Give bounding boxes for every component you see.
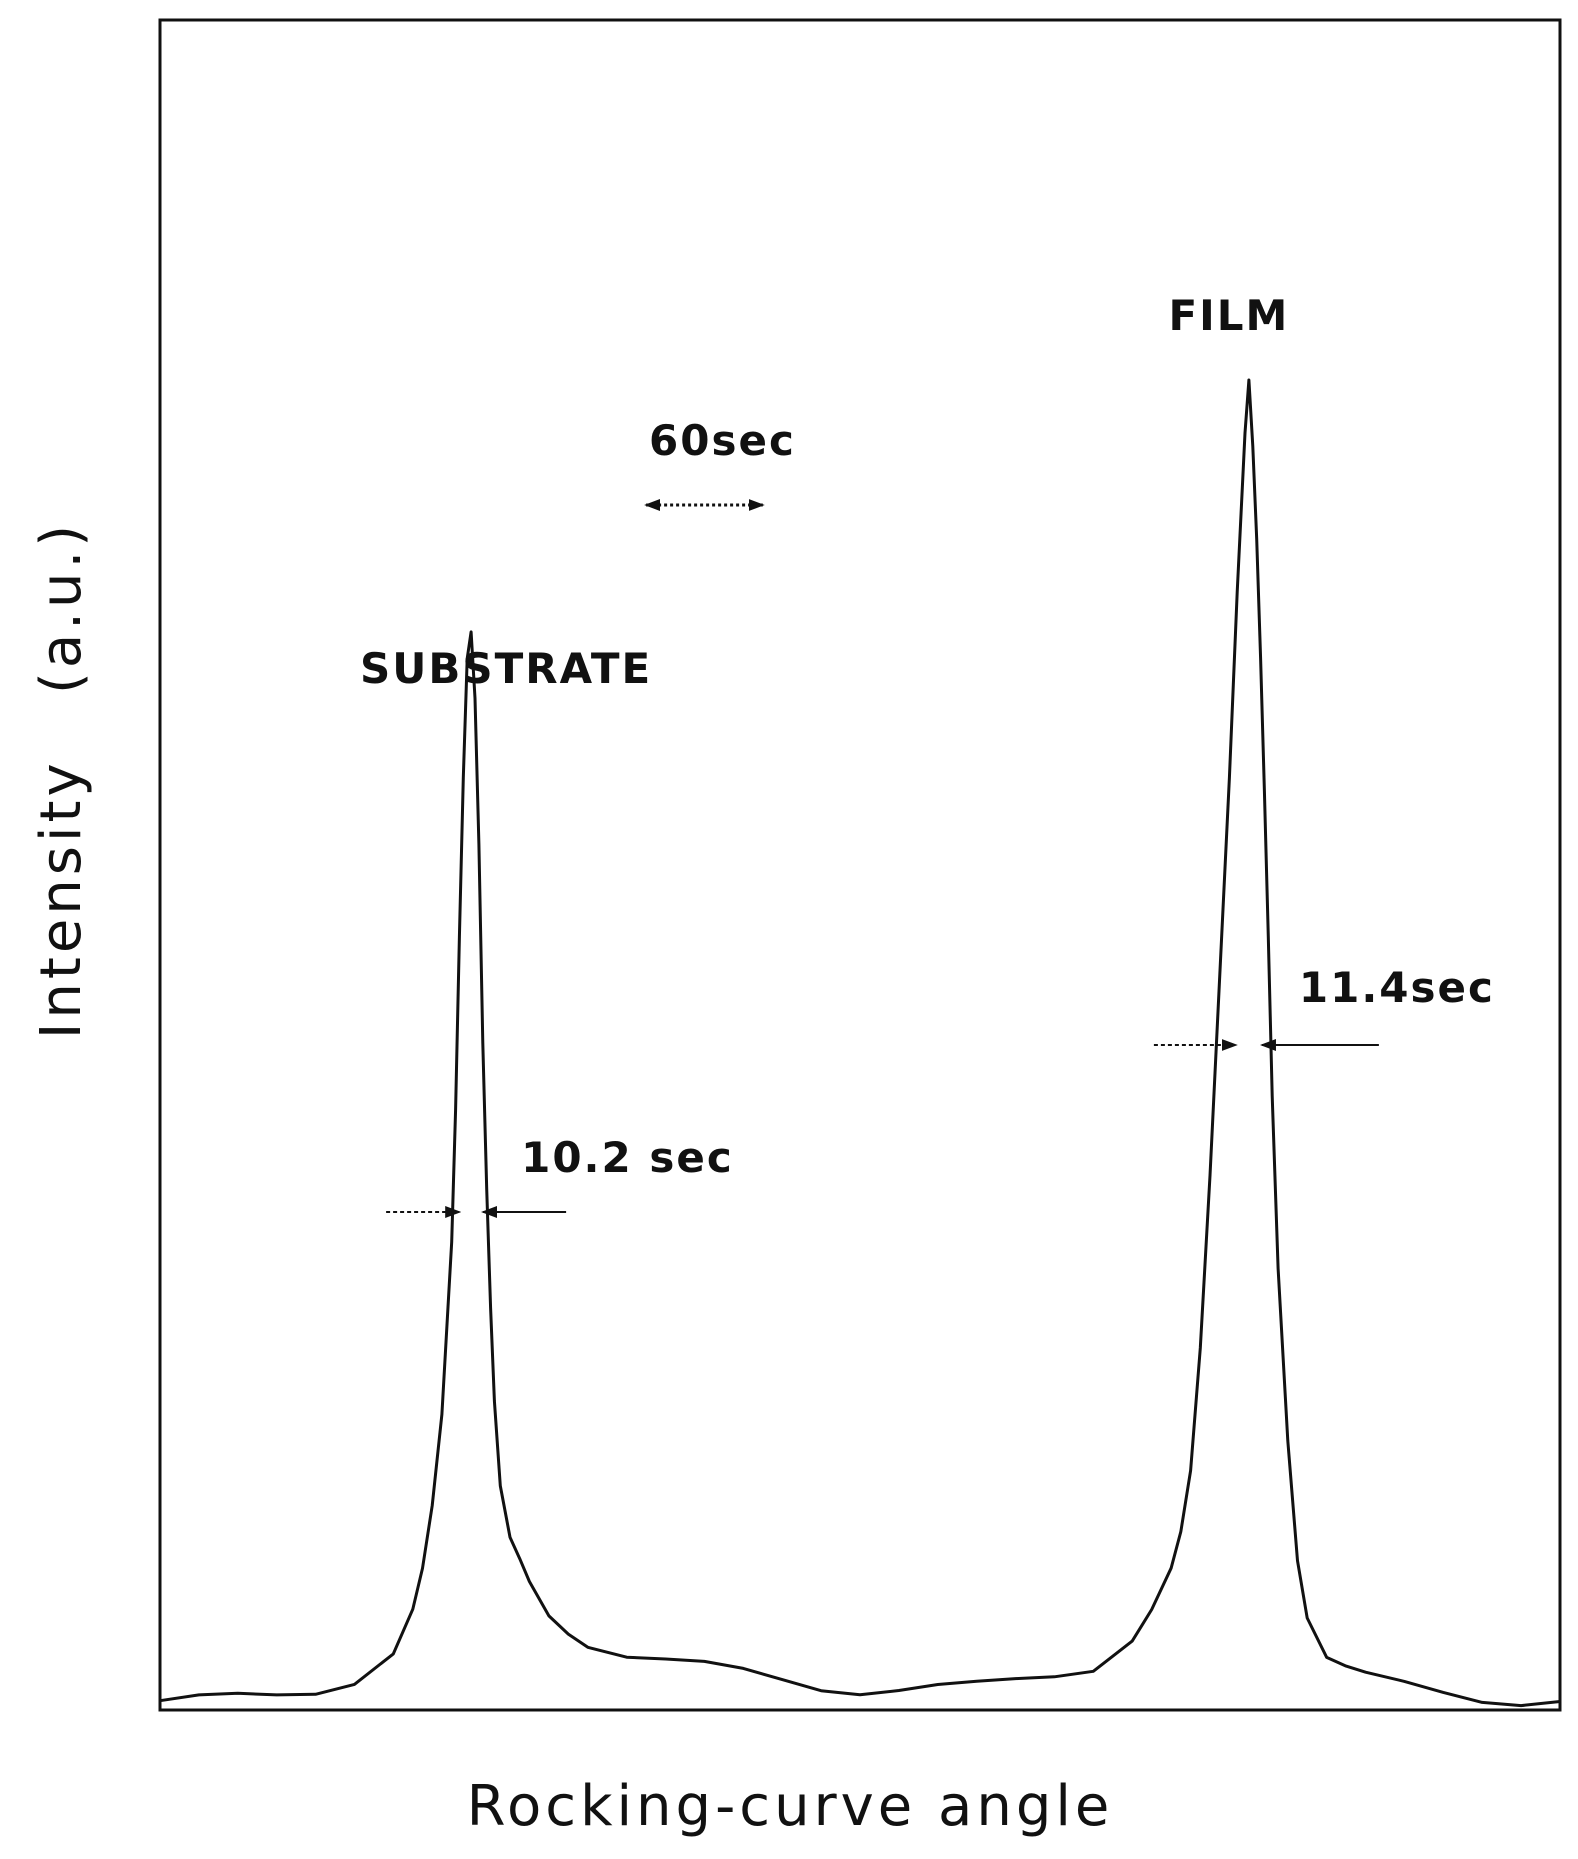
substrate-peak-label: SUBSTRATE	[360, 644, 652, 693]
rocking-curve-line	[159, 378, 1561, 1708]
x-axis-title: Rocking-curve angle	[467, 1774, 1114, 1839]
scale-bar-label: 60sec	[649, 416, 796, 465]
y-axis-title: Intensity (a.u.)	[29, 521, 94, 1039]
substrate-fwhm-label: 10.2 sec	[521, 1133, 734, 1182]
film-peak-label: FILM	[1168, 291, 1289, 340]
plot-frame	[158, 18, 1562, 1712]
film-fwhm-label: 11.4sec	[1299, 963, 1495, 1012]
